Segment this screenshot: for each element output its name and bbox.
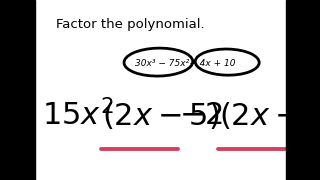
Text: Factor the polynomial.: Factor the polynomial. [56, 18, 204, 31]
Text: $(2x-5)$: $(2x-5)$ [102, 100, 220, 131]
Bar [0, 0, 35, 180]
Text: 30x³ − 75x²− 4x + 10: 30x³ − 75x²− 4x + 10 [135, 58, 236, 68]
Text: $(2x-5)$: $(2x-5)$ [219, 100, 320, 131]
Bar [286, 0, 320, 180]
Text: $15x^2$: $15x^2$ [42, 99, 113, 131]
Text: $-2$: $-2$ [179, 101, 223, 130]
